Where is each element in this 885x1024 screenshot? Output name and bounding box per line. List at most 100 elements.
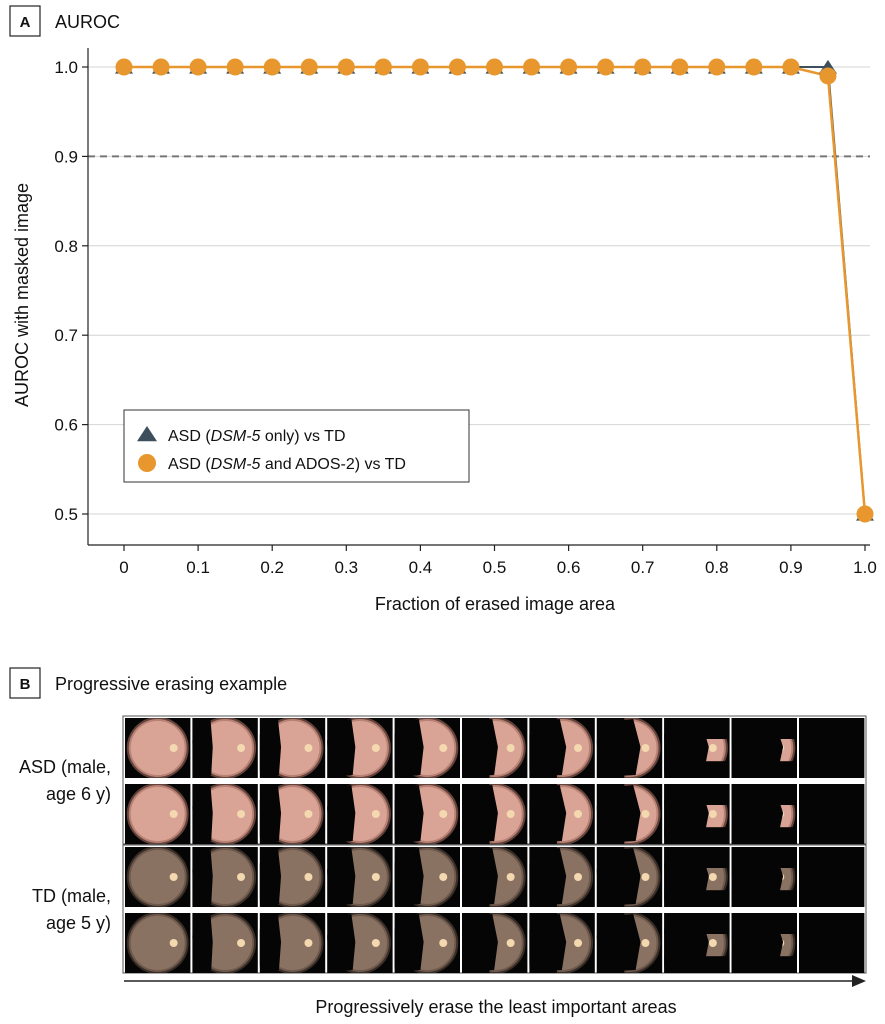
erased-image-cell [192,784,258,844]
axes [87,48,870,546]
circle-marker [819,67,837,85]
x-tick-label: 0.7 [631,558,655,577]
y-ticks: 0.5 0.6 0.7 0.8 0.9 1.0 [54,58,88,524]
erased-image-cell [799,784,865,844]
y-tick-label: 0.8 [54,237,78,256]
panel-b-letter: B [20,676,31,693]
erased-image-cell [327,784,393,844]
erased-image-cell [596,718,663,778]
erased-image-cell [799,847,865,907]
erased-image-cell [664,784,730,844]
circle-marker [300,58,318,76]
circle-marker [411,58,429,76]
legend-entry-2: ASD (DSM-5 and ADOS-2) vs TD [168,456,406,473]
erased-image-cell [259,913,326,973]
legend-box [123,409,470,483]
x-tick-label: 0.9 [779,558,803,577]
erased-image-cell [529,784,595,844]
x-tick-label: 0.8 [705,558,729,577]
erased-image-cell [327,913,393,973]
erased-image-cell [664,913,730,973]
erased-image-cell [799,718,865,778]
circle-marker [486,58,503,76]
erased-image-cell [125,718,191,778]
circle-marker [523,58,541,76]
y-tick-label: 0.5 [54,505,78,524]
panel-b-header: B Progressive erasing example [9,667,287,699]
panel-a-letter: A [20,14,31,31]
x-tick-label: 1.0 [853,558,877,577]
erased-image-cell [799,913,865,973]
erased-image-cell [529,913,595,973]
circle-marker [337,58,355,76]
erased-image-cell [259,718,326,778]
erased-image-cell [327,847,393,907]
legend-circle-marker [138,454,156,472]
erased-image-cell [664,847,730,907]
erased-image-cell [596,784,663,844]
series-markers [115,58,874,523]
circle-marker [856,505,874,523]
circle-marker [448,58,466,76]
y-tick-label: 0.6 [54,416,78,435]
panel-a-label-box [9,5,41,37]
erased-image-cell [529,718,595,778]
auroc-chart: 0.50.60.70.80.91.0 0 0.1 0.2 0.3 0.4 0.5 0.6 0.… [12,48,877,614]
legend-entry-1: ASD (DSM-5 only) vs TD [168,428,346,445]
erased-image-cell [125,784,191,844]
erased-image-cell [731,718,797,778]
y-tick-label: 0.9 [54,147,78,166]
erasing-image-grid [122,715,867,974]
erased-image-cell [731,784,797,844]
x-tick-label: 0.1 [186,558,210,577]
panel-b-label-box [9,667,41,699]
x-tick-label: 0.6 [557,558,581,577]
circle-marker [745,58,763,76]
circle-marker [226,58,244,76]
circle-marker [189,58,207,76]
y-tick-label: 1.0 [54,58,78,77]
y-axis-label: AUROC with masked image [12,183,32,407]
x-ticks: 0 0.1 0.2 0.3 0.4 0.5 0.6 0.7 0.8 0.9 1.0 [119,545,877,577]
erased-image-cell [731,847,797,907]
erased-image-cell [192,847,258,907]
erased-image-cell [596,913,663,973]
erasing-row-label: age 6 y) [46,784,111,804]
panel-a-title: AUROC [55,12,120,32]
erased-image-cell [394,847,460,907]
circle-marker [671,58,689,76]
erased-image-cell [462,784,528,844]
erased-image-cell [529,847,595,907]
circle-marker [782,58,800,76]
legend: ASD (DSM-5 only) vs TD ASD (DSM-5 and ADO… [123,409,470,483]
circle-marker [597,58,615,76]
panel-a-header: A AUROC [9,5,120,37]
erased-image-cell [125,847,191,907]
erased-image-cell [462,847,528,907]
erased-image-cell [394,718,460,778]
triangle-marker [137,426,157,442]
erased-image-cell [327,718,393,778]
circle-marker [115,58,133,76]
progress-arrow: Progressively erase the least important … [124,975,866,1017]
erased-image-cell [731,913,797,973]
erasing-row-label: TD (male, [32,886,111,906]
erased-image-cell [664,718,730,778]
x-tick-label: 0 [119,558,128,577]
erasing-row-label: age 5 y) [46,913,111,933]
erased-image-cell [259,847,326,907]
x-tick-label: 0.5 [483,558,507,577]
erased-image-cell [462,718,528,778]
erased-image-cell [462,913,528,973]
erased-image-cell [596,847,663,907]
erased-image-cell [259,784,326,844]
erased-image-cell [394,913,460,973]
x-axis-label: Fraction of erased image area [375,594,616,614]
arrow-head [852,975,866,987]
erased-image-cell [125,913,191,973]
erased-image-cell [192,913,258,973]
erased-image-cell [394,784,460,844]
panel-b-title: Progressive erasing example [55,674,287,694]
circle-marker [634,58,652,76]
